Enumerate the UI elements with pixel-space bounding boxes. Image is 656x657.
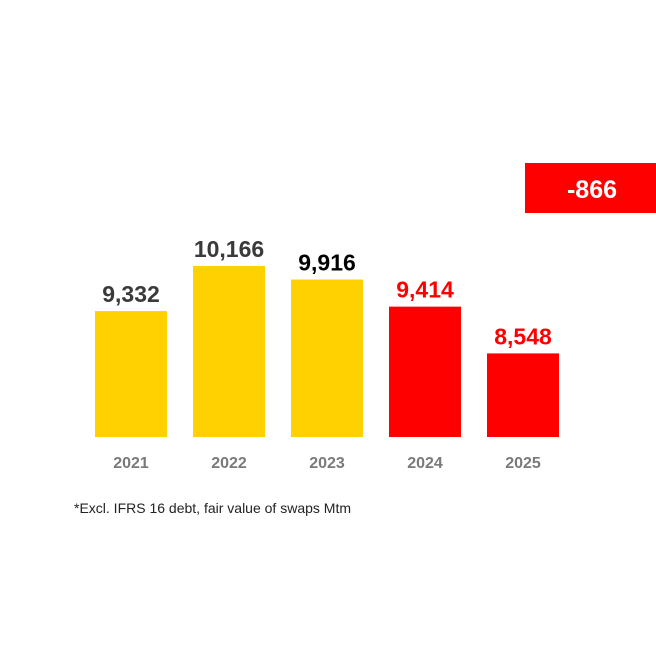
bar (193, 266, 265, 437)
x-tick-label: 2022 (211, 455, 247, 472)
data-label: 9,916 (298, 250, 356, 276)
bar (95, 311, 167, 437)
x-tick-label: 2025 (505, 455, 541, 472)
data-label: 10,166 (194, 236, 264, 262)
bar (389, 306, 461, 437)
annotation-box (525, 163, 656, 213)
bar (487, 353, 559, 437)
annotation: -866 (567, 176, 617, 204)
data-label: 9,332 (102, 281, 160, 307)
x-tick-label: 2024 (407, 455, 443, 472)
footnote: *Excl. IFRS 16 debt, fair value of swaps… (74, 500, 351, 516)
x-tick-label: 2023 (309, 455, 345, 472)
data-label: 8,548 (494, 323, 552, 349)
x-tick-label: 2021 (113, 455, 149, 472)
bar (291, 279, 363, 437)
data-label: 9,414 (396, 277, 454, 303)
